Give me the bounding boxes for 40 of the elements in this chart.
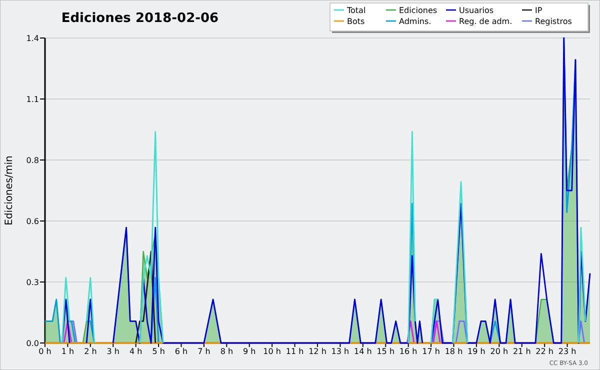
- x-tick-label: 2 h: [84, 347, 97, 356]
- x-tick-label: 0 h: [38, 347, 52, 356]
- legend-label: Admins.: [399, 17, 432, 26]
- x-tick-label: 4 h: [129, 347, 142, 356]
- x-tick-label: 15 h: [376, 347, 395, 356]
- legend-label: Bots: [347, 17, 365, 26]
- legend-label: Reg. de adm.: [459, 17, 512, 26]
- legend-label: Usuarios: [459, 6, 494, 15]
- y-tick-label: 0.0: [26, 338, 39, 348]
- x-tick-label: 17 h: [422, 347, 440, 356]
- x-tick-label: 19 h: [468, 347, 486, 356]
- x-tick-label: 1 h: [61, 347, 74, 356]
- y-tick-label: 1.4: [26, 34, 39, 43]
- legend-label: Total: [346, 6, 366, 15]
- y-axis-title: Ediciones/min: [4, 156, 15, 226]
- legend-label: Registros: [535, 17, 572, 26]
- x-tick-label: 8 h: [220, 347, 234, 356]
- x-tick-label: 7 h: [198, 347, 210, 356]
- x-tick-label: 22 h: [536, 347, 554, 356]
- x-tick-label: 23 h: [558, 347, 576, 356]
- legend-label: IP: [535, 6, 542, 15]
- y-tick-label: 0.6: [26, 216, 39, 226]
- x-tick-label: 12 h: [308, 347, 326, 356]
- y-tick-label: 0.8: [26, 156, 39, 165]
- x-tick-label: 21 h: [512, 347, 531, 356]
- legend-label: Ediciones: [399, 6, 438, 15]
- x-tick-label: 11 h: [286, 347, 304, 356]
- chart-title: Ediciones 2018-02-06: [61, 11, 219, 26]
- y-tick-label: 1.1: [26, 94, 39, 104]
- x-tick-label: 5 h: [152, 347, 165, 356]
- x-tick-label: 18 h: [444, 347, 463, 356]
- y-tick-label: 0.3: [26, 278, 39, 287]
- x-tick-label: 13 h: [331, 347, 350, 356]
- x-tick-label: 3 h: [106, 347, 120, 356]
- x-tick-label: 6 h: [174, 347, 188, 356]
- x-tick-label: 20 h: [490, 347, 508, 356]
- x-tick-label: 9 h: [243, 347, 256, 356]
- x-tick-label: 14 h: [354, 347, 372, 356]
- x-tick-label: 16 h: [399, 347, 418, 356]
- x-tick-label: 10 h: [263, 347, 281, 356]
